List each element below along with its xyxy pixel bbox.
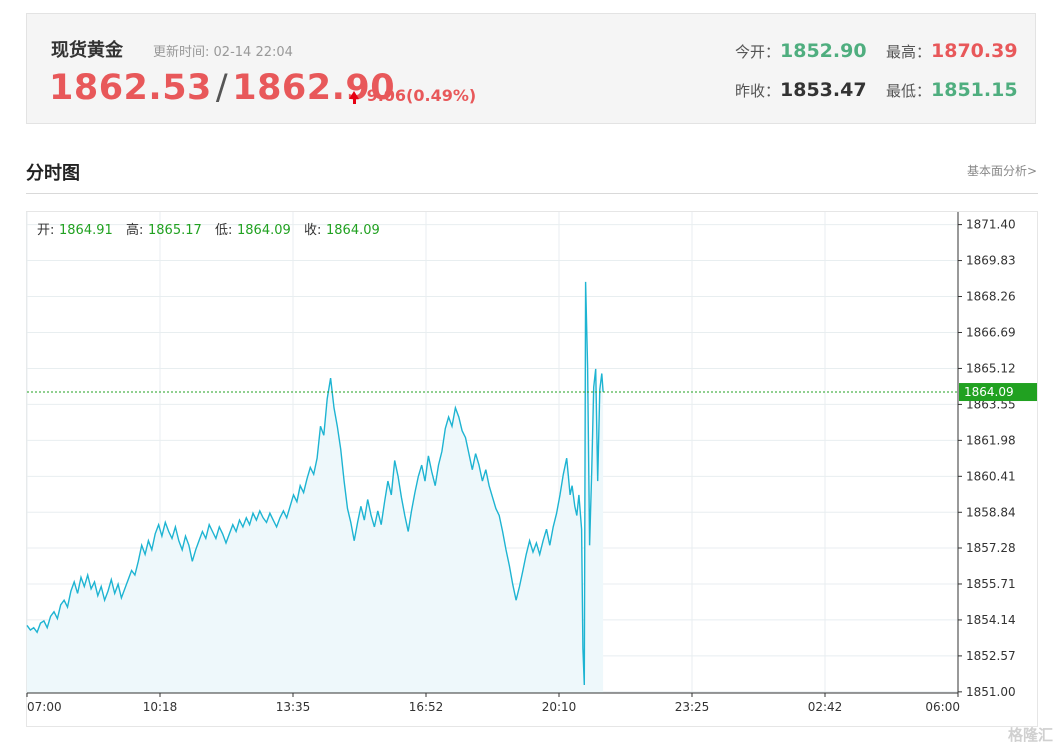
y-tick-label: 1865.12 (966, 361, 1016, 375)
x-tick-label: 06:00 (925, 700, 960, 714)
ohlc-readout: 开: 1864.91 高: 1865.17 低: 1864.09 收: 1864… (37, 222, 380, 238)
y-tick-label: 1869.83 (966, 254, 1016, 268)
current-price-label: 1864.09 (964, 385, 1014, 399)
ohlc-low-value: 1864.09 (237, 223, 291, 238)
stat-low-label: 最低： (886, 82, 932, 100)
ohlc-open-label: 开: (37, 223, 54, 238)
price-change: 9.06(0.49%) (349, 86, 476, 105)
stat-prev-close-value: 1853.47 (780, 79, 867, 101)
fundamental-analysis-link[interactable]: 基本面分析> (966, 164, 1037, 178)
ohlc-high-value: 1865.17 (148, 223, 202, 238)
section-divider (26, 193, 1038, 194)
y-tick-label: 1858.84 (966, 505, 1016, 519)
stat-high-label: 最高： (886, 43, 932, 61)
current-price-badge (959, 383, 1037, 402)
y-tick-label: 1861.98 (966, 433, 1016, 447)
update-label: 更新时间: (153, 45, 210, 60)
y-axis-ticks: 1871.401869.831868.261866.691865.121863.… (958, 218, 1016, 699)
stat-low-value: 1851.15 (931, 79, 1018, 101)
y-tick-label: 1852.57 (966, 649, 1016, 663)
x-tick-label: 13:35 (276, 700, 311, 714)
arrow-up-icon (349, 91, 359, 104)
price-display: 1862.53/1862.90 (49, 68, 395, 108)
ask-price: 1862.90 (232, 68, 396, 108)
chart-axes (27, 212, 959, 694)
bid-price: 1862.53 (49, 68, 212, 108)
x-tick-label: 07:00 (27, 700, 62, 714)
quote-panel: 现货黄金 更新时间: 02-14 22:04 1862.53/1862.90 9… (26, 13, 1036, 124)
y-tick-label: 1854.14 (966, 613, 1016, 627)
watermark-logo: 格隆汇 (1007, 726, 1053, 744)
section-title: 分时图 (26, 163, 80, 184)
ohlc-open-value: 1864.91 (59, 223, 113, 238)
y-tick-label: 1868.26 (966, 290, 1016, 304)
ohlc-close-value: 1864.09 (326, 223, 380, 238)
price-separator: / (215, 68, 229, 108)
stat-prev-close-label: 昨收： (735, 82, 781, 100)
x-tick-label: 20:10 (542, 700, 577, 714)
update-time-value: 02-14 22:04 (213, 45, 293, 60)
update-time: 更新时间: 02-14 22:04 (153, 41, 293, 60)
instrument-name: 现货黄金 (51, 40, 123, 61)
y-tick-label: 1857.28 (966, 541, 1016, 555)
current-price-tag: 1864.09 (959, 383, 1037, 402)
stat-open-label: 今开： (735, 43, 781, 61)
ohlc-high-label: 高: (126, 222, 143, 238)
x-tick-label: 02:42 (808, 700, 843, 714)
price-line (26, 281, 604, 686)
y-tick-label: 1866.69 (966, 325, 1016, 339)
ohlc-close-label: 收: (304, 223, 321, 238)
stat-high: 最高：1870.39 (886, 40, 1018, 62)
y-tick-label: 1851.00 (966, 685, 1016, 699)
stat-open-value: 1852.90 (780, 40, 867, 62)
x-axis-ticks: 07:00 10:18 13:35 16:52 20:10 23:25 02:42 06:00 (26, 693, 960, 714)
y-tick-label: 1860.41 (966, 469, 1016, 483)
price-area (27, 281, 604, 693)
x-tick-label: 10:18 (143, 700, 178, 714)
stat-high-value: 1870.39 (931, 40, 1018, 62)
y-tick-label: 1871.40 (966, 218, 1016, 232)
x-tick-label: 16:52 (409, 700, 444, 714)
stat-low: 最低：1851.15 (886, 79, 1018, 101)
change-value: 9.06(0.49%) (366, 86, 477, 105)
ohlc-low-label: 低: (215, 223, 232, 238)
y-tick-label: 1855.71 (966, 577, 1016, 591)
stat-open: 今开：1852.90 (735, 40, 867, 62)
x-tick-label: 23:25 (675, 700, 710, 714)
stat-prev-close: 昨收：1853.47 (735, 79, 867, 101)
